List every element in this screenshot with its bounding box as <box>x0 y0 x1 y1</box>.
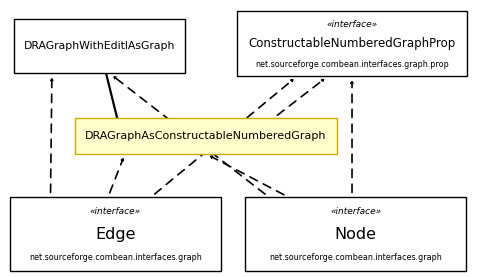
FancyBboxPatch shape <box>15 19 185 73</box>
FancyArrowPatch shape <box>211 156 284 195</box>
Text: «interface»: «interface» <box>90 207 141 216</box>
FancyArrowPatch shape <box>110 159 123 193</box>
Text: Edge: Edge <box>95 227 136 242</box>
Text: Node: Node <box>335 227 377 242</box>
Text: DRAGraphAsConstructableNumberedGraph: DRAGraphAsConstructableNumberedGraph <box>85 131 326 141</box>
FancyBboxPatch shape <box>10 197 221 271</box>
Text: «interface»: «interface» <box>330 207 381 216</box>
Text: net.sourceforge.combean.interfaces.graph.prop: net.sourceforge.combean.interfaces.graph… <box>255 60 449 69</box>
FancyBboxPatch shape <box>245 197 467 271</box>
Text: «interface»: «interface» <box>326 20 378 29</box>
FancyArrowPatch shape <box>351 82 353 193</box>
FancyBboxPatch shape <box>75 118 337 154</box>
Text: ConstructableNumberedGraphProp: ConstructableNumberedGraphProp <box>248 37 455 50</box>
FancyArrowPatch shape <box>50 79 53 193</box>
FancyArrowPatch shape <box>114 77 265 194</box>
FancyArrowPatch shape <box>155 80 293 194</box>
Text: net.sourceforge.combean.interfaces.graph: net.sourceforge.combean.interfaces.graph <box>270 253 442 263</box>
Text: DRAGraphWithEditlAsGraph: DRAGraphWithEditlAsGraph <box>24 41 176 52</box>
FancyBboxPatch shape <box>237 11 467 76</box>
Text: net.sourceforge.combean.interfaces.graph: net.sourceforge.combean.interfaces.graph <box>29 253 202 263</box>
